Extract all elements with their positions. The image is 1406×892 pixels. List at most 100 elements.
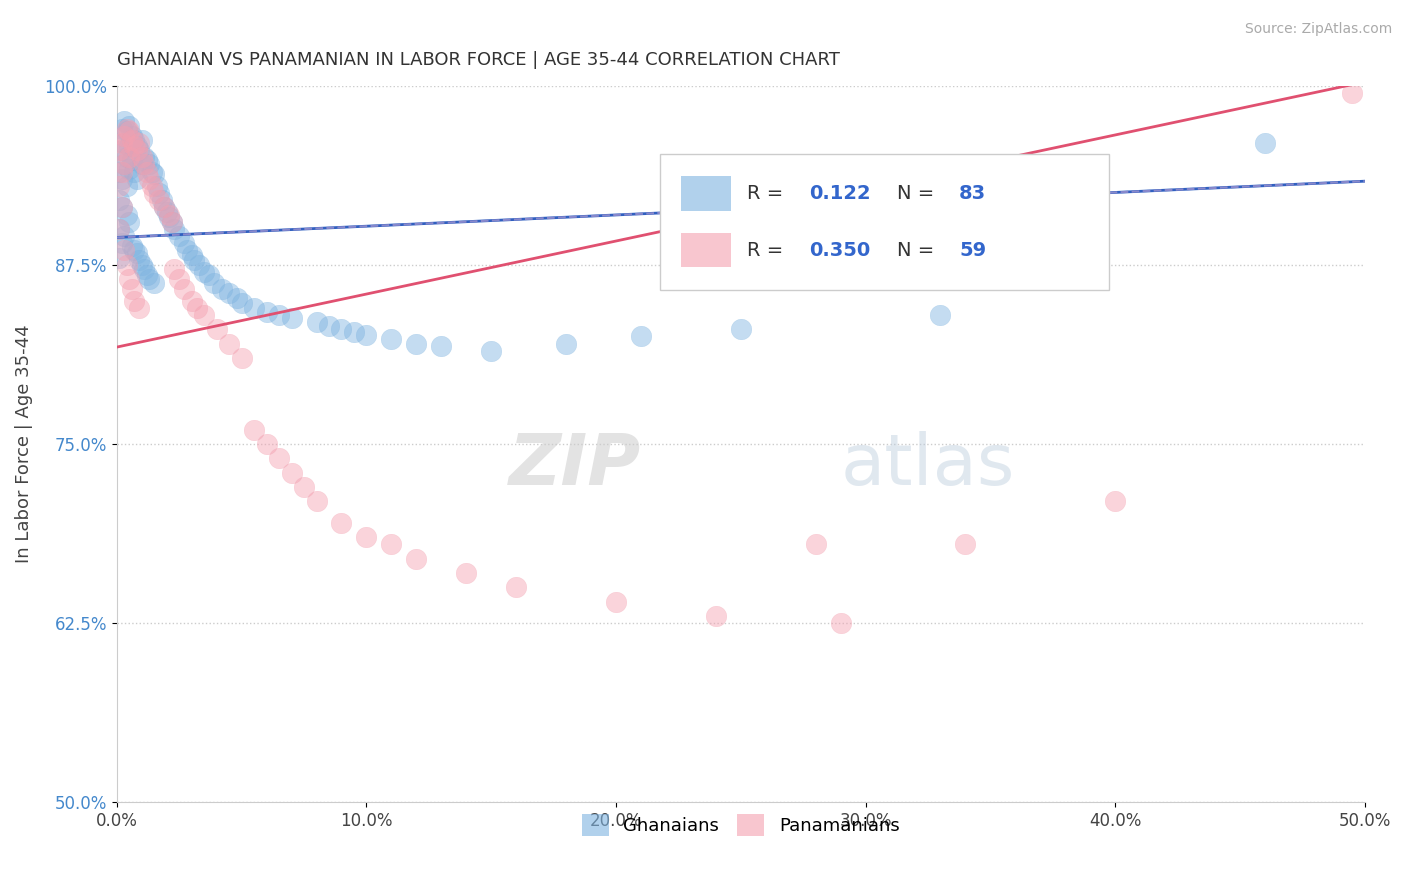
Point bbox=[124, 138, 146, 153]
Point bbox=[143, 186, 166, 200]
Point bbox=[163, 222, 186, 236]
Point bbox=[193, 265, 215, 279]
Point bbox=[118, 124, 141, 138]
Point bbox=[186, 301, 208, 315]
Point bbox=[125, 171, 148, 186]
Point bbox=[131, 157, 153, 171]
Point bbox=[134, 150, 156, 164]
Text: N =: N = bbox=[897, 241, 941, 260]
Point bbox=[630, 329, 652, 343]
Point bbox=[231, 351, 253, 365]
Point bbox=[145, 178, 167, 193]
Point bbox=[330, 322, 353, 336]
Point bbox=[704, 608, 727, 623]
Point bbox=[141, 178, 163, 193]
Text: atlas: atlas bbox=[841, 431, 1015, 500]
FancyBboxPatch shape bbox=[659, 153, 1109, 290]
Text: N =: N = bbox=[897, 184, 941, 202]
Text: 0.122: 0.122 bbox=[810, 184, 872, 202]
Point bbox=[111, 136, 134, 150]
Point bbox=[108, 143, 131, 157]
Point bbox=[121, 133, 143, 147]
Point bbox=[134, 157, 156, 171]
Point bbox=[150, 193, 173, 207]
Point bbox=[148, 193, 170, 207]
Point bbox=[1104, 494, 1126, 508]
Point bbox=[211, 282, 233, 296]
Text: 0.350: 0.350 bbox=[810, 241, 870, 260]
Point bbox=[115, 258, 138, 272]
Point bbox=[121, 282, 143, 296]
Point bbox=[115, 124, 138, 138]
Point bbox=[128, 301, 150, 315]
Point bbox=[1254, 136, 1277, 150]
Point bbox=[143, 277, 166, 291]
Point bbox=[125, 246, 148, 260]
Point bbox=[156, 204, 179, 219]
Legend: Ghanaians, Panamanians: Ghanaians, Panamanians bbox=[575, 807, 907, 844]
Point bbox=[180, 293, 202, 308]
Point bbox=[134, 262, 156, 277]
Point bbox=[124, 293, 146, 308]
Point bbox=[124, 133, 146, 147]
Point bbox=[111, 200, 134, 214]
Point bbox=[111, 200, 134, 214]
Point bbox=[243, 301, 266, 315]
Text: 59: 59 bbox=[959, 241, 987, 260]
Point bbox=[131, 133, 153, 147]
Point bbox=[121, 239, 143, 253]
Point bbox=[135, 164, 157, 178]
Point bbox=[118, 138, 141, 153]
Point bbox=[380, 332, 402, 346]
Point bbox=[115, 208, 138, 222]
Point bbox=[131, 150, 153, 164]
Text: 83: 83 bbox=[959, 184, 987, 202]
Point bbox=[267, 308, 290, 322]
Point bbox=[173, 236, 195, 251]
Point bbox=[280, 466, 302, 480]
Point bbox=[267, 451, 290, 466]
Point bbox=[108, 251, 131, 265]
Point bbox=[929, 308, 952, 322]
Point bbox=[318, 319, 340, 334]
Point bbox=[131, 258, 153, 272]
Point bbox=[157, 208, 180, 222]
Text: R =: R = bbox=[747, 241, 790, 260]
Point bbox=[225, 291, 247, 305]
Point bbox=[256, 437, 278, 451]
Bar bbox=[681, 233, 731, 268]
Point bbox=[135, 268, 157, 282]
Point bbox=[555, 336, 578, 351]
Point bbox=[356, 327, 378, 342]
Point bbox=[138, 171, 160, 186]
Point bbox=[111, 236, 134, 251]
Point bbox=[356, 530, 378, 544]
Point bbox=[111, 121, 134, 136]
Point bbox=[125, 143, 148, 157]
Point bbox=[405, 551, 427, 566]
Point bbox=[163, 262, 186, 277]
Point bbox=[280, 310, 302, 325]
Point bbox=[183, 253, 205, 268]
Point bbox=[202, 277, 225, 291]
Point bbox=[112, 157, 135, 171]
Point bbox=[118, 119, 141, 133]
Point bbox=[141, 164, 163, 178]
Point bbox=[479, 343, 502, 358]
Point bbox=[193, 308, 215, 322]
Point bbox=[128, 136, 150, 150]
Point bbox=[112, 136, 135, 150]
Text: ZIP: ZIP bbox=[509, 431, 641, 500]
Point bbox=[121, 153, 143, 167]
Point bbox=[305, 494, 328, 508]
Point bbox=[143, 168, 166, 182]
Point bbox=[1341, 86, 1364, 100]
Point bbox=[112, 229, 135, 244]
Point bbox=[405, 336, 427, 351]
Point bbox=[118, 272, 141, 286]
Point bbox=[111, 143, 134, 157]
Point bbox=[124, 164, 146, 178]
Point bbox=[124, 244, 146, 258]
Point bbox=[343, 325, 366, 339]
Point bbox=[157, 211, 180, 225]
